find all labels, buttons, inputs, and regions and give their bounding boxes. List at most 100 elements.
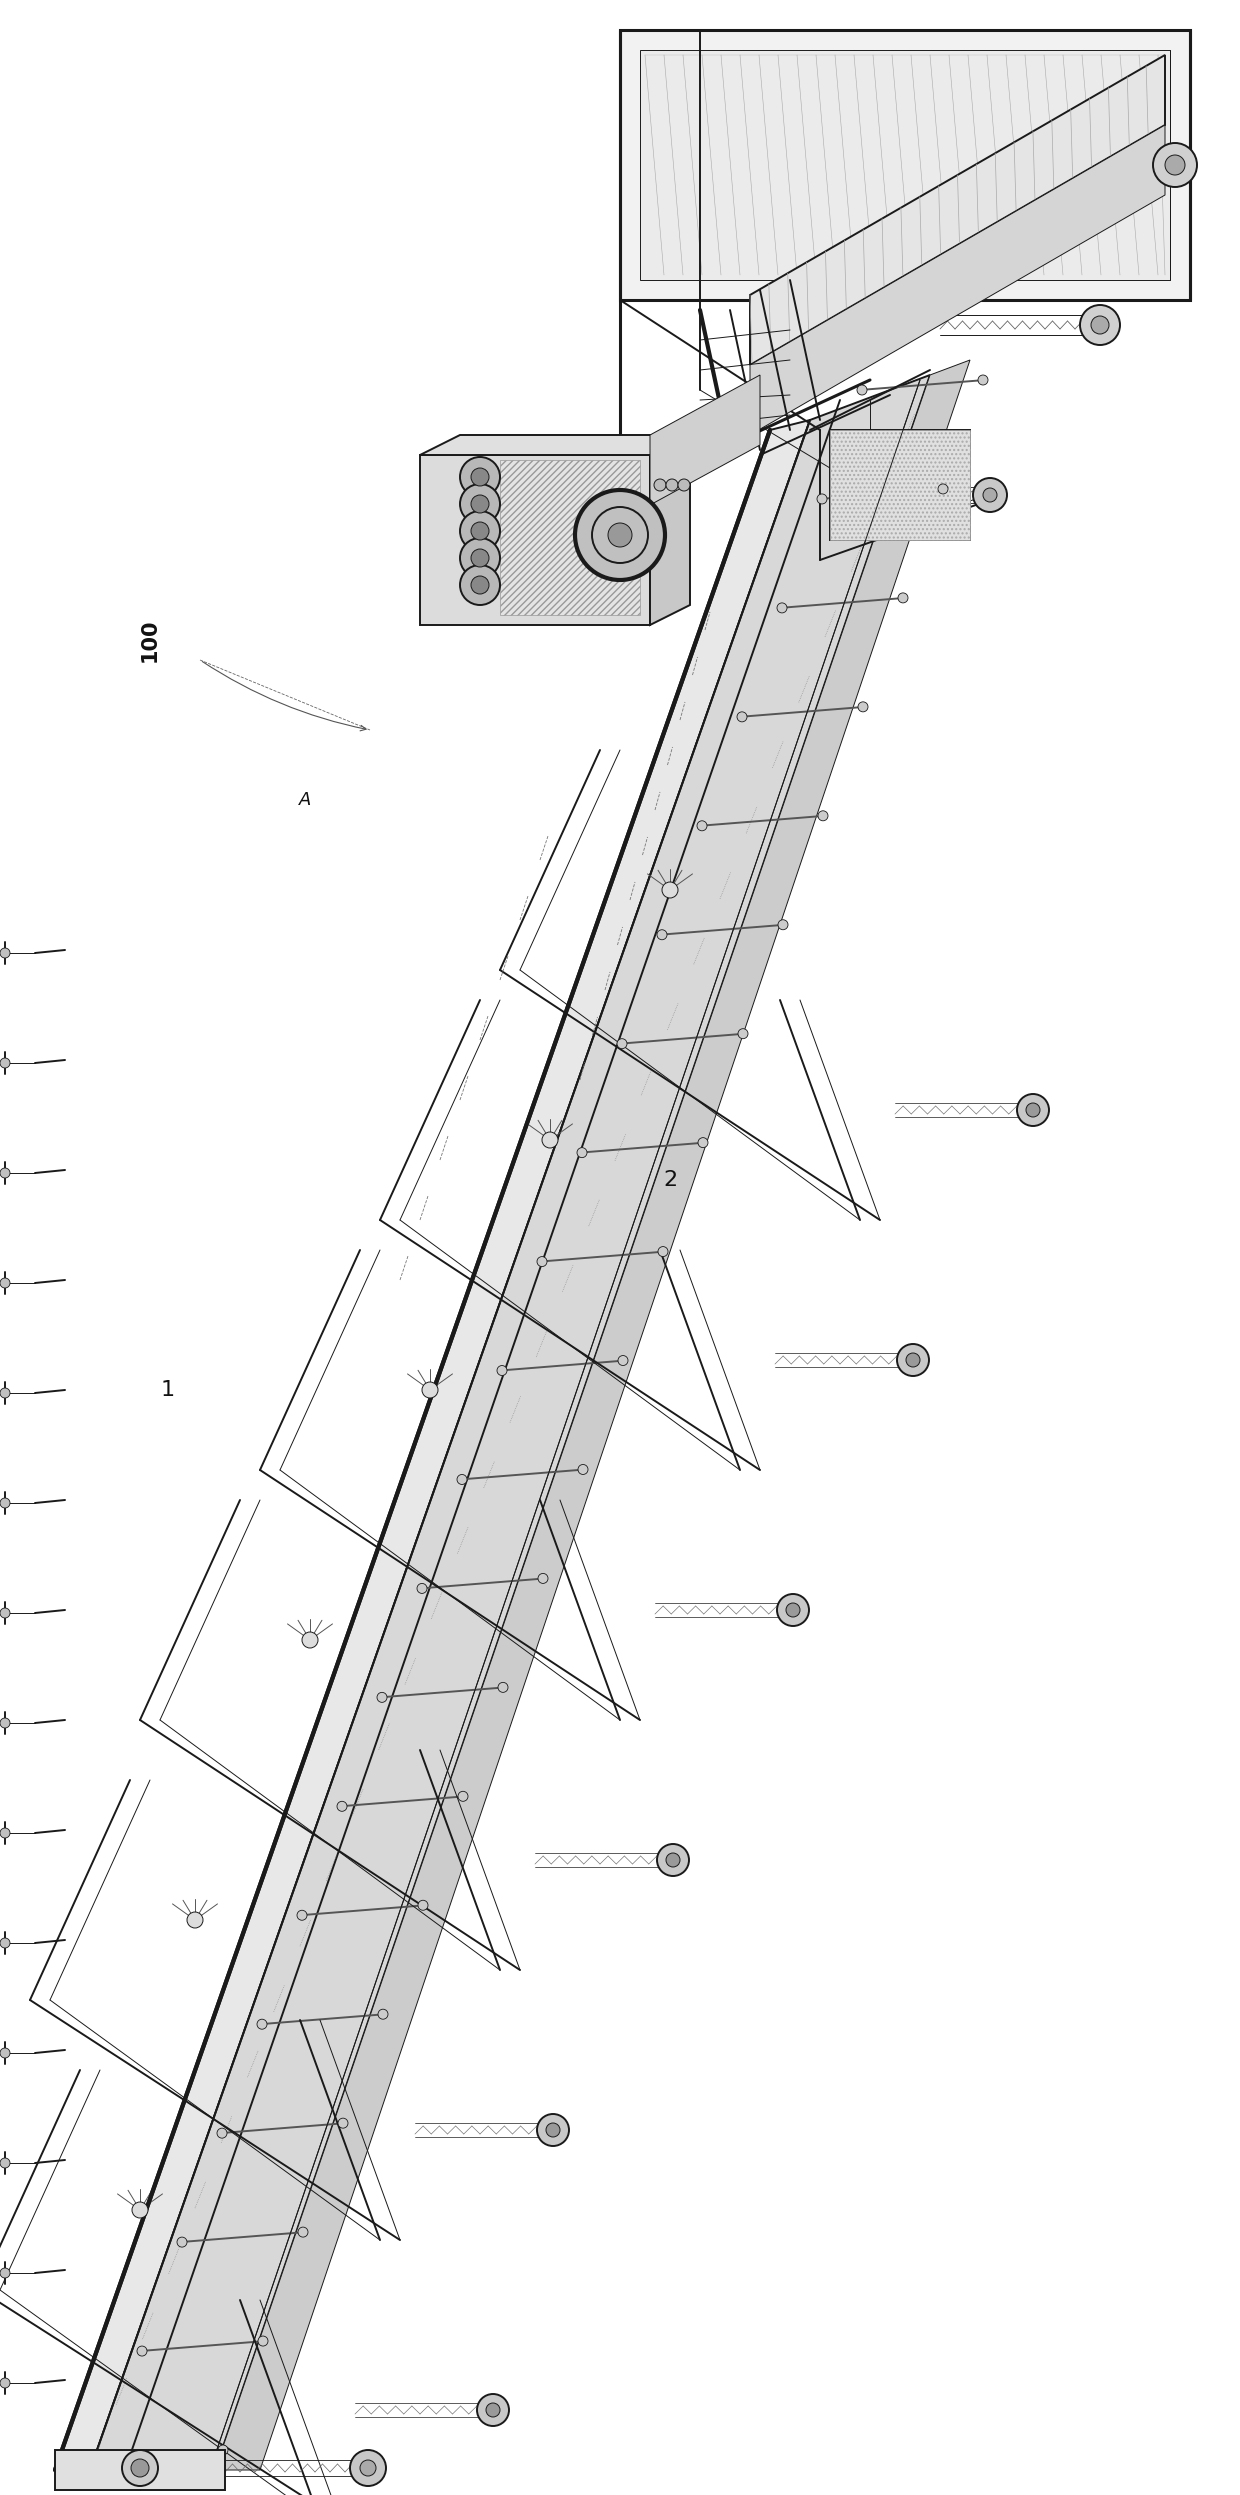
Circle shape [378,2008,388,2018]
Circle shape [897,1345,929,1377]
Circle shape [657,931,667,941]
Circle shape [658,1248,668,1257]
Circle shape [418,1901,428,1911]
Polygon shape [215,359,970,2470]
Text: A: A [299,791,311,808]
Circle shape [298,1911,308,1921]
Circle shape [187,1911,203,1929]
Polygon shape [830,429,970,539]
Circle shape [258,2335,268,2345]
Circle shape [0,2158,10,2168]
Circle shape [1091,317,1109,334]
Circle shape [122,2450,157,2485]
Polygon shape [650,374,760,504]
Circle shape [538,1574,548,1584]
Circle shape [0,948,10,958]
Circle shape [0,2048,10,2058]
Circle shape [337,1801,347,1811]
Circle shape [906,1352,920,1367]
Circle shape [471,521,489,539]
Circle shape [303,1632,317,1649]
Circle shape [973,479,1007,511]
Circle shape [458,1475,467,1485]
Circle shape [1166,155,1185,175]
Circle shape [217,2128,227,2138]
Circle shape [0,2378,10,2388]
Circle shape [657,1844,689,1876]
Polygon shape [620,30,1190,299]
Circle shape [577,1148,587,1158]
Circle shape [738,1028,748,1038]
Circle shape [177,2238,187,2248]
Circle shape [537,1257,547,1267]
Circle shape [618,1038,627,1048]
Polygon shape [420,454,650,626]
Circle shape [818,811,828,821]
Circle shape [817,494,827,504]
Circle shape [662,883,678,898]
Circle shape [542,1133,558,1148]
Circle shape [666,479,678,492]
Circle shape [471,549,489,566]
Circle shape [1017,1093,1049,1125]
Polygon shape [830,429,970,539]
Circle shape [350,2450,386,2485]
Circle shape [131,2460,149,2478]
Circle shape [498,1682,508,1692]
Circle shape [978,374,988,384]
Circle shape [858,701,868,711]
Circle shape [298,2228,308,2238]
Text: 2: 2 [663,1170,677,1190]
Circle shape [578,1465,588,1475]
Circle shape [937,484,949,494]
Circle shape [417,1584,427,1594]
Circle shape [697,821,707,831]
Circle shape [1080,304,1120,344]
Circle shape [460,484,500,524]
Circle shape [471,576,489,594]
Circle shape [218,2445,228,2455]
Circle shape [777,1594,808,1627]
Circle shape [471,469,489,487]
Polygon shape [420,434,689,454]
Circle shape [422,1382,438,1397]
Circle shape [777,604,787,614]
Polygon shape [91,374,930,2470]
Polygon shape [500,459,640,614]
Circle shape [1025,1103,1040,1118]
Circle shape [360,2460,376,2475]
Text: 100: 100 [140,619,160,661]
Circle shape [0,1387,10,1397]
Polygon shape [750,125,1166,434]
Polygon shape [640,50,1171,279]
Circle shape [0,1939,10,1949]
Circle shape [0,1168,10,1178]
Circle shape [339,2118,348,2128]
Polygon shape [650,434,689,626]
Circle shape [777,921,787,931]
Circle shape [0,1829,10,1839]
Circle shape [471,494,489,514]
Circle shape [983,489,997,501]
Circle shape [477,2395,508,2425]
Circle shape [460,457,500,497]
Circle shape [0,2268,10,2278]
Circle shape [460,539,500,579]
Circle shape [575,489,665,579]
Circle shape [0,1497,10,1507]
Circle shape [497,1365,507,1375]
Circle shape [377,1692,387,1702]
Circle shape [786,1602,800,1617]
Circle shape [136,2345,148,2355]
Circle shape [857,384,867,394]
Circle shape [0,1277,10,1287]
Polygon shape [55,2450,224,2490]
Circle shape [608,524,632,546]
Circle shape [460,564,500,604]
Circle shape [97,2455,107,2465]
Text: 1: 1 [161,1380,175,1400]
Polygon shape [55,419,810,2470]
Circle shape [546,2123,560,2138]
Circle shape [486,2403,500,2418]
Circle shape [737,711,746,721]
